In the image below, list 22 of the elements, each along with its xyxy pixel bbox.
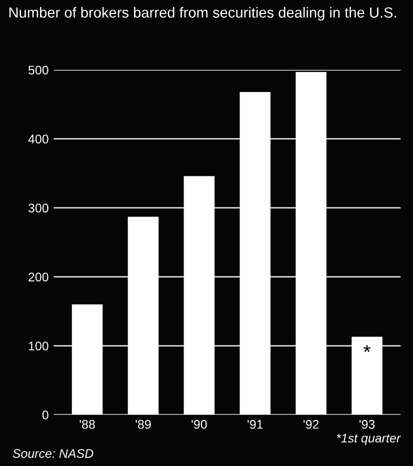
- x-tick-label: '92: [304, 420, 319, 429]
- y-tick-label: 300: [28, 204, 48, 212]
- annotation: *: [364, 345, 371, 352]
- x-tick-label: '91: [248, 420, 263, 429]
- y-tick-label: 100: [28, 342, 48, 350]
- y-tick-label: 400: [28, 134, 48, 144]
- y-tick-label: 0: [42, 410, 48, 420]
- bar: [72, 304, 103, 415]
- bar: [128, 216, 159, 415]
- bar: [352, 336, 382, 415]
- bar: [296, 72, 326, 415]
- x-tick-label: '93: [360, 420, 375, 429]
- x-tick-label: '89: [136, 420, 151, 429]
- chart-subtitle: Number of brokers barred from securities dealing in the U.S.: [9, 6, 396, 21]
- x-tick-label: '88: [80, 420, 95, 429]
- y-tick-label: 500: [28, 66, 48, 75]
- y-tick-label: 200: [28, 272, 48, 282]
- text: *1st quarter: [336, 434, 402, 446]
- x-tick-label: '90: [192, 420, 207, 429]
- bar: [184, 176, 215, 415]
- source-note: Source: NASD: [12, 449, 94, 458]
- bar: [240, 92, 271, 415]
